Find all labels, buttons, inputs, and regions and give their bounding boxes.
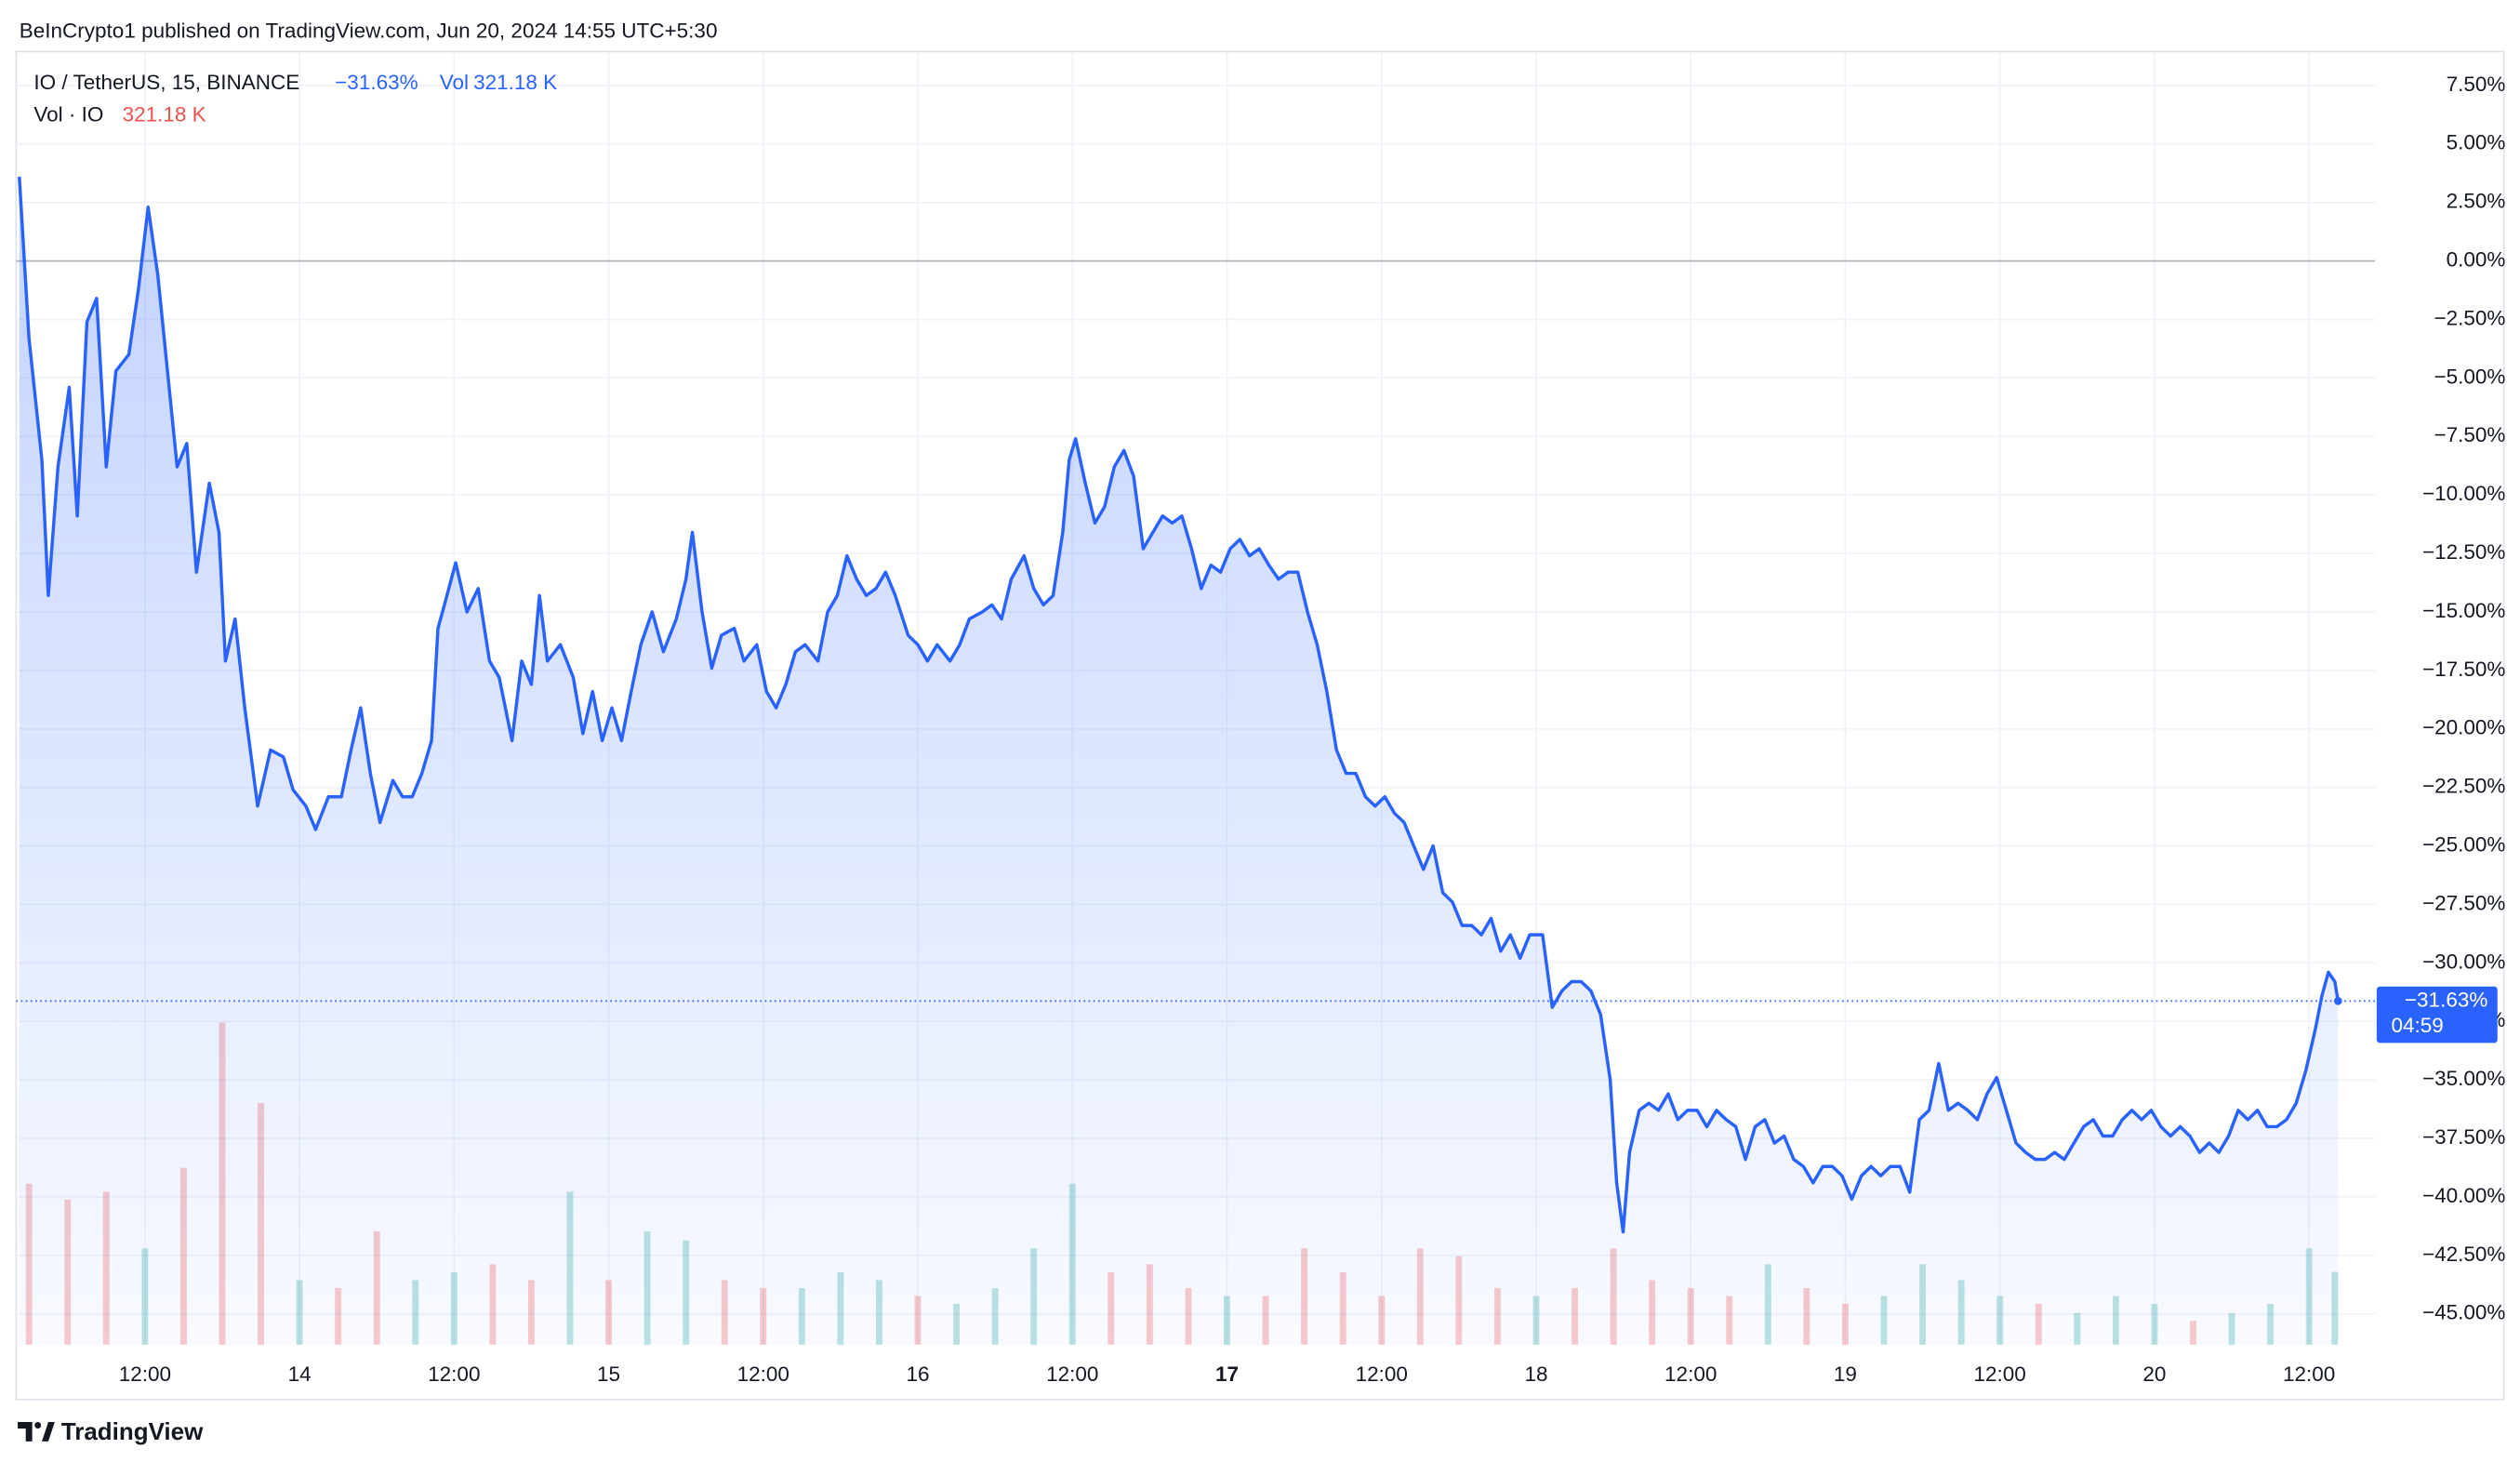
publish-info: BeInCrypto1 published on TradingView.com… bbox=[20, 20, 718, 43]
y-tick-label: −25.00% bbox=[2422, 833, 2505, 857]
y-tick-label: −45.00% bbox=[2422, 1301, 2505, 1324]
x-tick-label: 16 bbox=[907, 1362, 930, 1386]
tradingview-logo bbox=[18, 1422, 55, 1442]
x-tick-label: 12:00 bbox=[428, 1362, 480, 1386]
y-tick-label: 2.50% bbox=[2447, 190, 2506, 213]
x-tick-label: 15 bbox=[597, 1362, 620, 1386]
x-tick-label: 12:00 bbox=[737, 1362, 789, 1386]
y-tick-label: −15.00% bbox=[2422, 599, 2505, 622]
y-tick-label: −35.00% bbox=[2422, 1067, 2505, 1090]
y-tick-label: −42.50% bbox=[2422, 1243, 2505, 1266]
x-tick-label: 18 bbox=[1524, 1362, 1547, 1386]
legend-symbol: IO / TetherUS, 15, BINANCE bbox=[33, 71, 299, 94]
y-tick-label: −22.50% bbox=[2422, 775, 2505, 798]
y-tick-label: −12.50% bbox=[2422, 540, 2505, 564]
plot-layer bbox=[16, 176, 2376, 1345]
x-tick-label: 12:00 bbox=[1665, 1362, 1717, 1386]
y-tick-label: −7.50% bbox=[2434, 423, 2505, 446]
x-tick-label: 20 bbox=[2142, 1362, 2166, 1386]
y-tick-label: 5.00% bbox=[2447, 131, 2506, 154]
x-tick-label: 12:00 bbox=[1974, 1362, 2026, 1386]
x-tick-label: 17 bbox=[1215, 1362, 1239, 1386]
price-line bbox=[18, 176, 2341, 1234]
countdown: 04:59 bbox=[2391, 1014, 2443, 1037]
y-tick-label: −5.00% bbox=[2434, 365, 2505, 388]
last-point bbox=[2333, 997, 2342, 1005]
y-tick-label: −37.50% bbox=[2422, 1125, 2505, 1149]
y-tick-label: −10.00% bbox=[2422, 482, 2505, 505]
x-tick-label: 12:00 bbox=[1356, 1362, 1408, 1386]
x-tick-label: 12:00 bbox=[1046, 1362, 1098, 1386]
x-tick-label: 19 bbox=[1834, 1362, 1857, 1386]
price-box bbox=[2376, 986, 2498, 1043]
legend-vol-name: Vol · IO bbox=[33, 103, 103, 126]
x-tick-label: 12:00 bbox=[119, 1362, 171, 1386]
y-tick-label: −2.50% bbox=[2434, 306, 2505, 329]
y-tick-label: 7.50% bbox=[2447, 73, 2506, 96]
legend-vol-name-value: 321.18 K bbox=[123, 103, 206, 126]
y-tick-label: −17.50% bbox=[2422, 658, 2505, 681]
legend-vol-value: 321.18 K bbox=[473, 71, 557, 94]
y-tick-label: −40.00% bbox=[2422, 1184, 2505, 1207]
y-tick-label: −30.00% bbox=[2422, 950, 2505, 973]
axis-layer: 7.50% 5.00% 2.50% 0.00% −2.50% −5.00% −7.50% −1… bbox=[119, 73, 2506, 1386]
y-tick-label: 0.00% bbox=[2447, 248, 2506, 272]
area bbox=[19, 177, 2339, 1345]
legend-vol-label: Vol bbox=[440, 71, 469, 94]
x-tick-label: 14 bbox=[288, 1362, 312, 1386]
footer-brand: TradingView bbox=[61, 1417, 204, 1445]
y-tick-label: −27.50% bbox=[2422, 891, 2505, 914]
y-tick-label: −20.00% bbox=[2422, 716, 2505, 739]
x-tick-label: 12:00 bbox=[2283, 1362, 2335, 1386]
legend-change: −31.63% bbox=[335, 71, 418, 94]
price-box-label: −31.63% bbox=[2405, 988, 2487, 1011]
pane-border bbox=[15, 50, 2505, 1401]
